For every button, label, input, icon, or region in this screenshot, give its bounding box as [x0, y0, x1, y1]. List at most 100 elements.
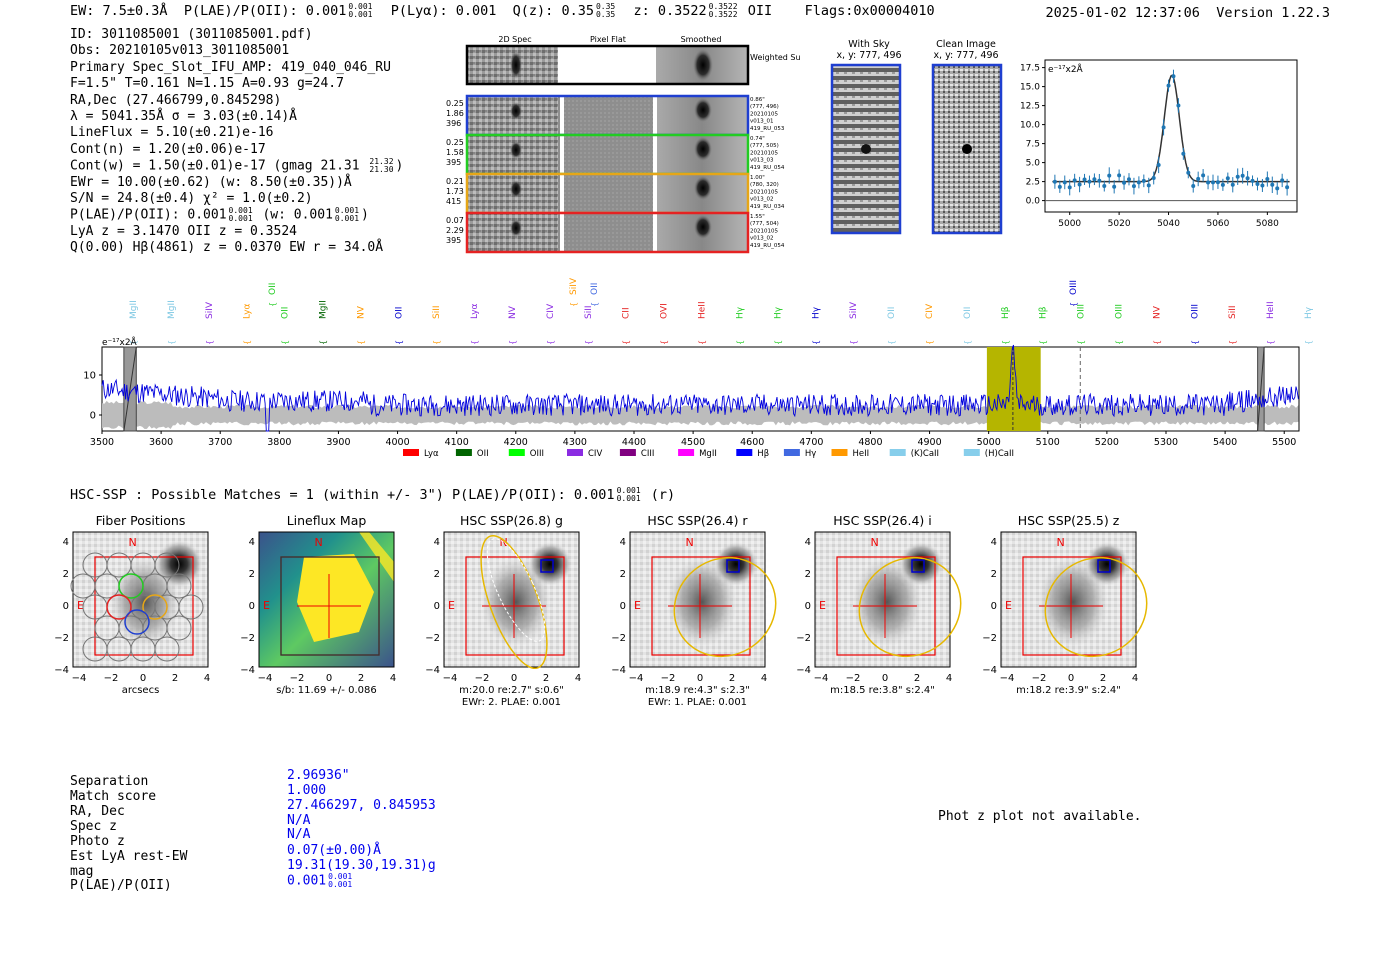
svg-text:Hγ: Hγ	[805, 449, 816, 459]
spectrum-xtick: 5200	[1095, 437, 1119, 448]
east-label: E	[634, 599, 641, 612]
hsc-ytick: −4	[425, 665, 440, 676]
north-label: N	[500, 536, 508, 549]
emission-line-brace: {	[698, 340, 707, 345]
spectrum-xtick: 5300	[1154, 437, 1178, 448]
emission-line-brace: {	[205, 340, 214, 345]
hsc-xtick: −4	[1000, 673, 1015, 684]
zoom-data-point	[1057, 180, 1062, 193]
svg-text:OII: OII	[477, 449, 489, 459]
cutout-row-right-label: 419_RU_053	[750, 126, 785, 132]
info-contw-lo: 21.30	[369, 165, 394, 175]
fiber-circle-blue	[124, 609, 150, 635]
zoom-data-point	[1191, 179, 1196, 193]
spectrum-legend-item: OIII	[508, 449, 544, 459]
spectrum-flux-line	[101, 344, 1299, 432]
zoom-data-point	[1285, 178, 1290, 196]
zoom-fit-panel: e⁻¹⁷x2Å 17.5 15.0 12.5 10.0 7.5 5.0 2.5 0.0 500…	[1010, 54, 1310, 234]
bright-source	[899, 542, 943, 586]
emission-line-label: NV	[356, 305, 366, 319]
info-plae-w: (w: 0.001	[262, 207, 333, 223]
svg-text:(H)CaII: (H)CaII	[985, 449, 1014, 459]
emission-line-label: OII	[394, 307, 404, 319]
match-value: 27.466297, 0.845953	[287, 798, 436, 813]
info-plae-w-lo: 0.001	[334, 214, 360, 224]
hsc-ytick: 2	[434, 569, 440, 580]
emission-line-brace: {	[590, 302, 599, 307]
spectrum-legend-item: Lyα	[403, 449, 439, 459]
cutout-row-right-label: 20210105	[750, 150, 778, 156]
emission-line-label: OIII	[1190, 304, 1200, 319]
detection-window	[986, 347, 1041, 431]
spectrum-ytick: 10	[83, 371, 96, 382]
header-z-line: OII	[747, 3, 773, 19]
match-square	[726, 559, 740, 573]
emission-line-label: Hβ	[1001, 306, 1011, 319]
hsc-panel-title: HSC SSP(26.8) g	[460, 513, 563, 528]
fiber-circle-orange	[142, 594, 168, 620]
zoom-data-point	[1122, 175, 1127, 190]
match-plae-lo: 0.001	[328, 880, 353, 889]
hsc-panel-sub1: m:18.2 re:3.9" s:2.4"	[1016, 685, 1121, 696]
hsc-xtick: 4	[204, 673, 210, 684]
cutout-row-right-label: (777, 496)	[750, 104, 779, 110]
spectrum-body	[101, 344, 1299, 432]
spectrum-xtick: 4000	[385, 437, 409, 448]
header-qz: Q(z): 0.35	[512, 3, 594, 19]
hsc-xtick: 4	[1132, 673, 1138, 684]
zoom-data-point	[1260, 178, 1265, 193]
spectrum-unit-label: e⁻¹⁷x2Å	[102, 336, 138, 348]
match-plae-hi: 0.001	[328, 872, 353, 881]
spectrum-xtick: 5400	[1213, 437, 1237, 448]
emission-line-brace: {	[622, 340, 631, 345]
hsc-xtick: 2	[914, 673, 920, 684]
cutout-row-right-label: 419_RU_034	[750, 204, 785, 210]
emission-line-brace: {	[1152, 340, 1161, 345]
match-value: N/A	[287, 813, 311, 828]
zoom-data-point	[1136, 176, 1141, 189]
emission-line-brace: {	[925, 340, 934, 345]
emission-line-label: Lyα	[243, 303, 253, 319]
info-obs: Obs: 20210105v013_3011085001	[70, 43, 290, 59]
zoom-data-point	[1131, 177, 1136, 195]
hsc-ytick: −4	[240, 665, 255, 676]
emission-line-brace: {	[584, 340, 593, 345]
zoom-data-point	[1176, 98, 1181, 113]
fiber-circle	[154, 552, 180, 578]
spectrum-xtick: 4800	[858, 437, 882, 448]
hsc-ytick: −4	[796, 665, 811, 676]
emission-line-brace: {	[1266, 340, 1275, 345]
spectrum-xtick: 4400	[622, 437, 646, 448]
aperture-ellipse	[673, 556, 777, 658]
zoom-data-point	[1235, 168, 1240, 185]
hsc-panel-sub1: m:20.0 re:2.7" s:0.6"	[459, 685, 564, 696]
zoom-data-point	[1146, 177, 1151, 194]
match-square	[911, 559, 925, 573]
emission-line-label: SiIV	[205, 301, 215, 319]
spectrum-xtick: 3800	[267, 437, 291, 448]
cutout-row-right-label: 20210105	[750, 228, 778, 234]
emission-line-brace: {	[1001, 340, 1010, 345]
hsc-panel-sub2: EWr: 1. PLAE: 0.001	[648, 697, 747, 708]
zoom-data-point	[1166, 79, 1171, 92]
spectrum-legend-item: (H)CaII	[963, 449, 1014, 459]
hsc-title-end: (r)	[650, 487, 676, 503]
emission-line-brace: {	[569, 302, 578, 307]
svg-text:HeII: HeII	[853, 449, 870, 459]
cutout-row-right-label: v013_03	[750, 158, 774, 164]
spectrum-xtick: 4700	[799, 437, 823, 448]
cutout-row-left-label: 396	[446, 119, 461, 128]
hsc-xtick: −2	[104, 673, 119, 684]
search-box	[94, 556, 194, 656]
spectrum-xtick: 4100	[445, 437, 469, 448]
north-label: N	[686, 536, 694, 549]
header-z-lo: 0.3522	[708, 10, 738, 19]
hsc-ytick: −2	[425, 633, 440, 644]
east-label: E	[77, 599, 84, 612]
header-ew: EW: 7.5±0.3Å	[70, 3, 168, 19]
east-label: E	[819, 599, 826, 612]
spectrum-legend-item: (K)CaII	[889, 449, 939, 459]
clean-xy: x, y: 777, 496	[933, 50, 998, 61]
east-label: E	[448, 599, 455, 612]
